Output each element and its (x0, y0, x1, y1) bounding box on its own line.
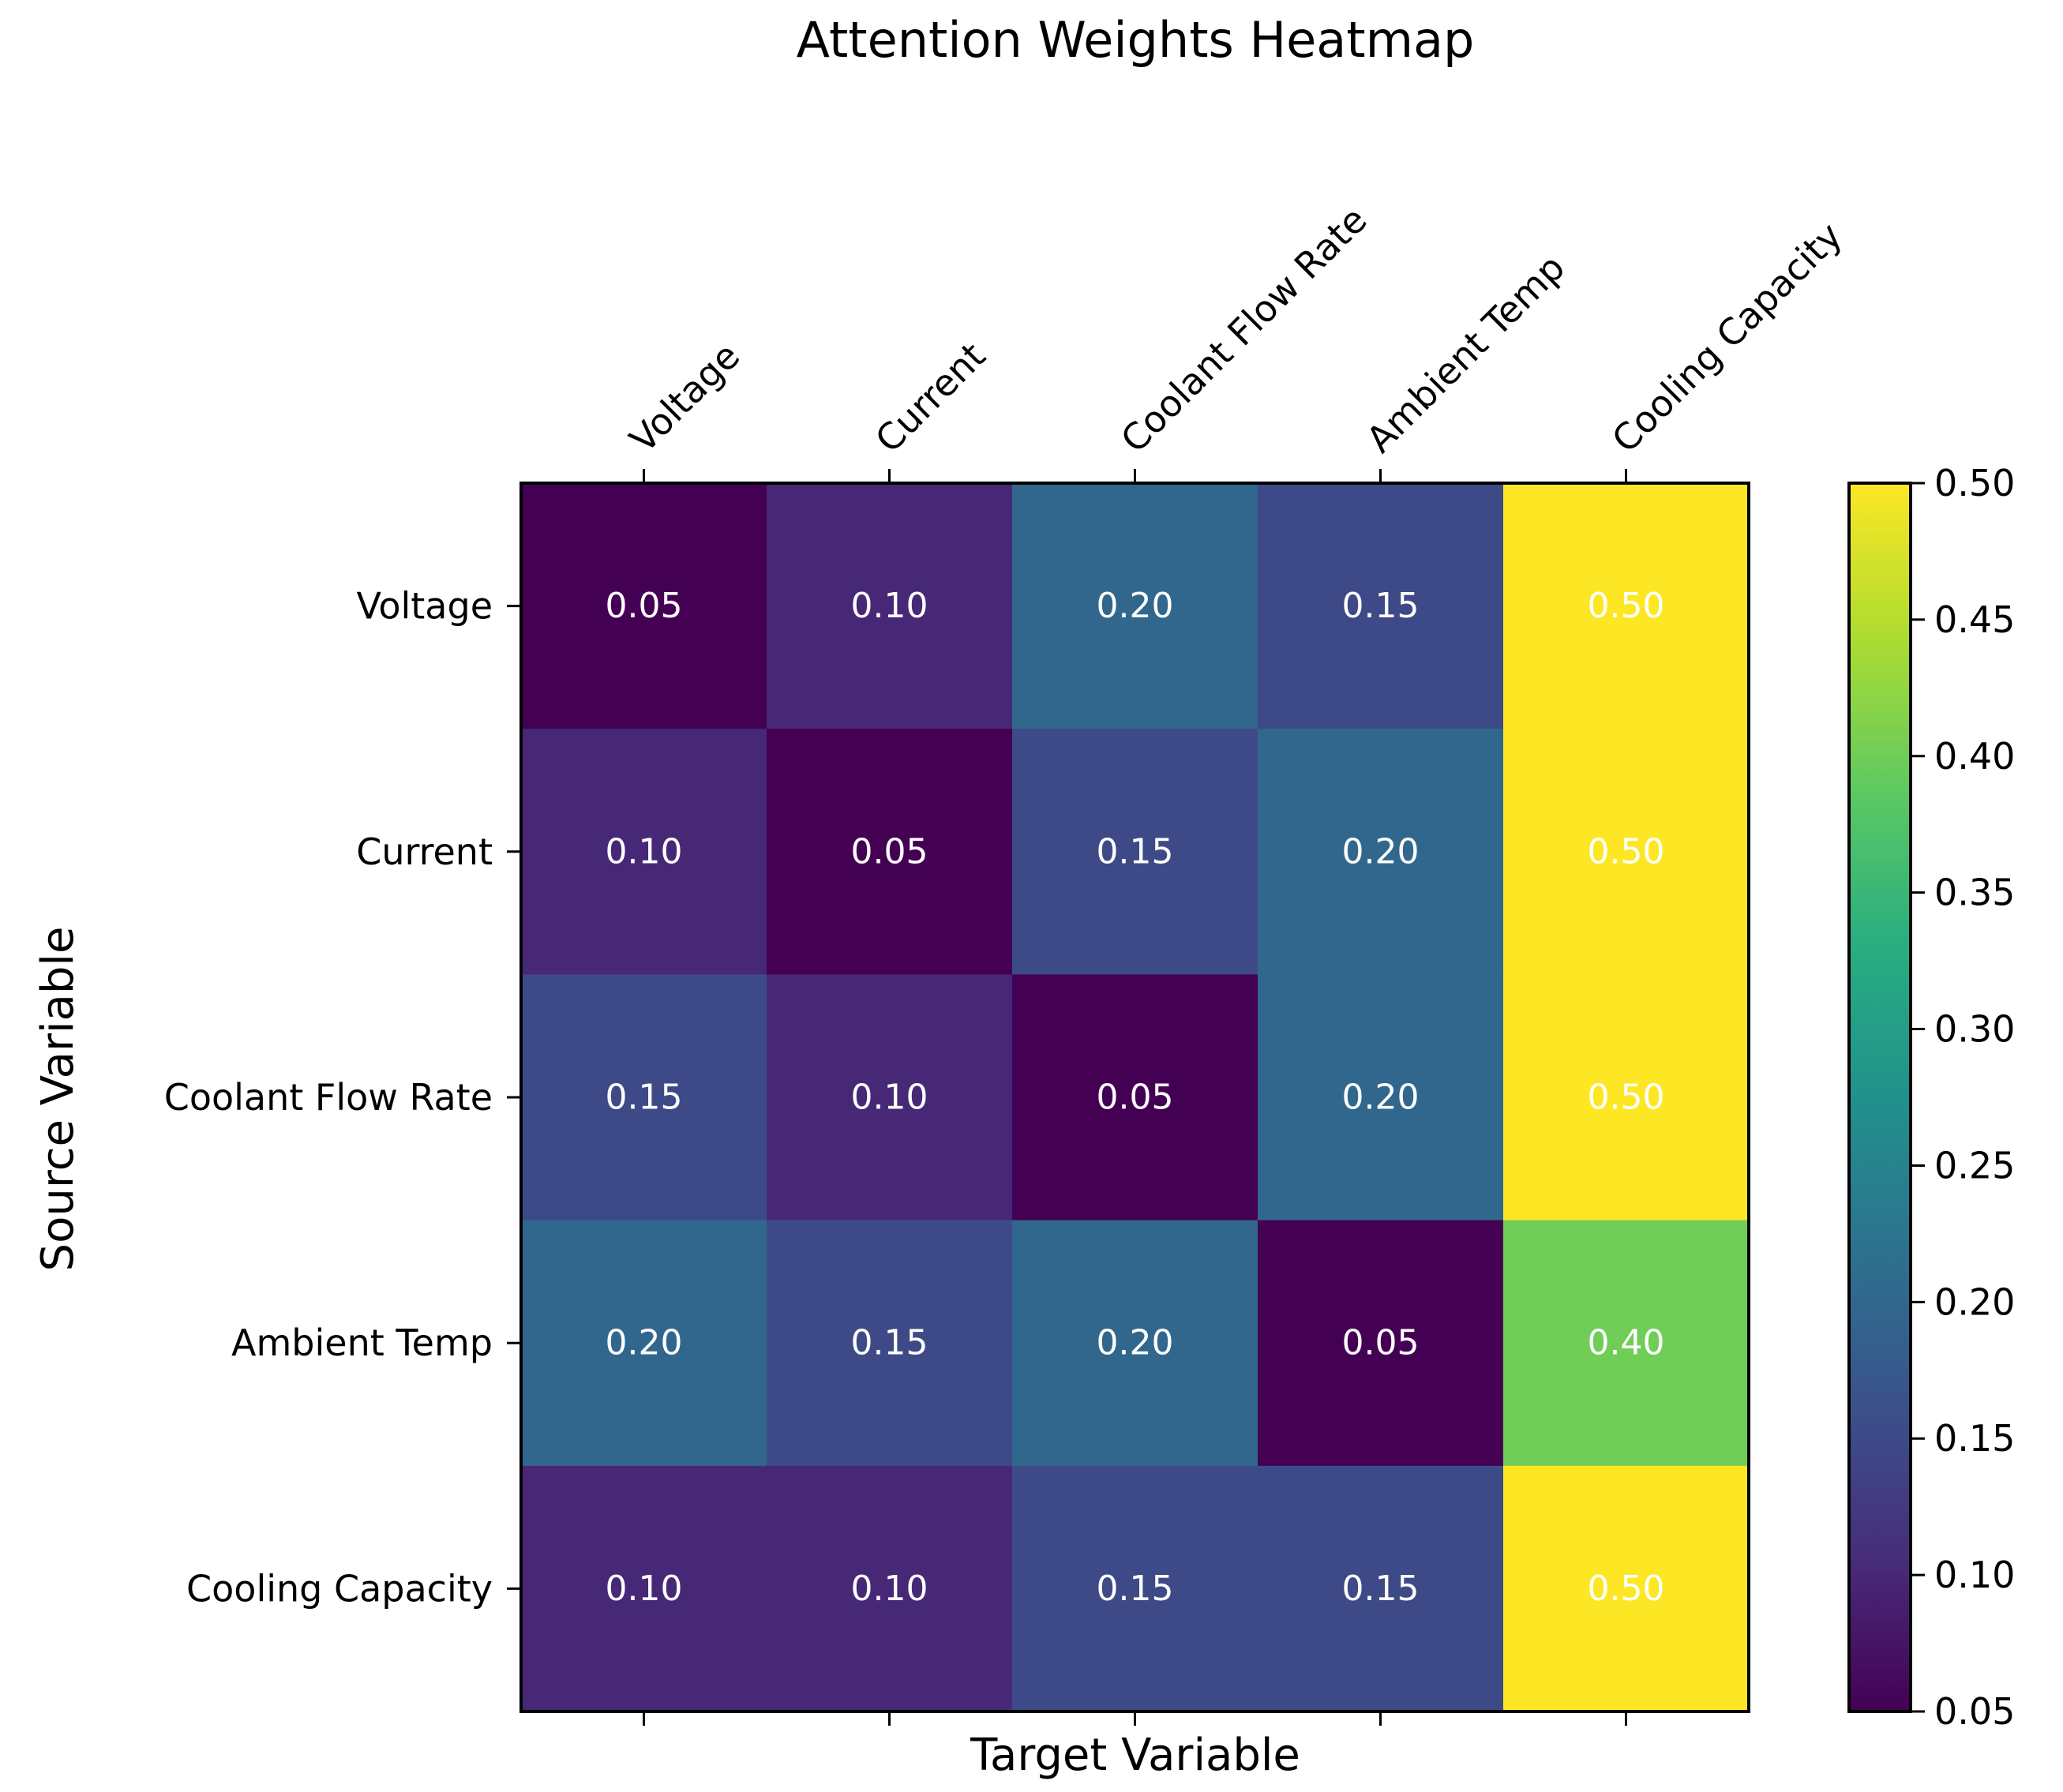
colorbar-tick-label: 0.35 (1934, 872, 2015, 914)
cell-value-label: 0.15 (1342, 586, 1420, 626)
heatmap-cell (1503, 1465, 1750, 1712)
heatmap-cell (1012, 1465, 1258, 1712)
colorbar-tick-label: 0.30 (1934, 1008, 2015, 1051)
heatmap-cell (1258, 974, 1504, 1221)
x-tick-label: Voltage (621, 335, 748, 461)
heatmap-cell (1258, 1220, 1504, 1467)
heatmap-value-labels: 0.05 0.10 0.20 0.15 0.50 0.10 0.05 0.15 0.20 0.50… (606, 586, 1665, 1609)
x-axis-label: Target Variable (970, 1730, 1300, 1781)
heatmap-cell (767, 1220, 1013, 1467)
heatmap-cell (1503, 1220, 1750, 1467)
cell-value-label: 0.50 (1588, 1078, 1665, 1118)
y-axis-ticks: Voltage Current Coolant Flow Rate Ambient T… (164, 585, 521, 1610)
colorbar (1847, 482, 1912, 1713)
cell-value-label: 0.10 (606, 831, 683, 872)
colorbar-tick-label: 0.05 (1934, 1690, 2015, 1733)
cell-value-label: 0.50 (1588, 1569, 1665, 1609)
heatmap-cell (1258, 729, 1504, 975)
chart-title: Attention Weights Heatmap (797, 11, 1475, 69)
heatmap-cell (1258, 483, 1504, 729)
cell-value-label: 0.10 (851, 586, 928, 626)
cell-value-label: 0.50 (1588, 831, 1665, 872)
heatmap-cell (767, 1465, 1013, 1712)
cell-value-label: 0.15 (1342, 1569, 1420, 1609)
cell-value-label: 0.05 (1342, 1323, 1420, 1363)
heatmap-cell (1503, 483, 1750, 729)
x-tick-label: Coolant Flow Rate (1112, 198, 1375, 461)
cell-value-label: 0.15 (1097, 1569, 1174, 1609)
heatmap-cell (1503, 974, 1750, 1221)
heatmap-cell (1258, 1465, 1504, 1712)
cell-value-label: 0.15 (1097, 831, 1174, 872)
x-tick-label: Current (867, 334, 993, 460)
cell-value-label: 0.40 (1588, 1323, 1665, 1363)
y-tick-label: Ambient Temp (231, 1322, 493, 1364)
cell-value-label: 0.05 (1097, 1078, 1174, 1118)
heatmap-cell (767, 974, 1013, 1221)
y-axis-label: Source Variable (32, 927, 84, 1272)
cell-value-label: 0.10 (606, 1569, 683, 1609)
colorbar-tick-label: 0.40 (1934, 735, 2015, 778)
heatmap-cell (1012, 974, 1258, 1221)
colorbar-tick-label: 0.45 (1934, 598, 2015, 641)
colorbar-tick-label: 0.10 (1934, 1554, 2015, 1596)
y-tick-label: Voltage (356, 585, 493, 628)
colorbar-tick-label: 0.15 (1934, 1417, 2015, 1460)
heatmap-cell (1012, 483, 1258, 729)
colorbar-tick-label: 0.25 (1934, 1144, 2015, 1187)
x-tick-label: Ambient Temp (1358, 246, 1573, 461)
cell-value-label: 0.20 (606, 1323, 683, 1363)
cell-value-label: 0.50 (1588, 586, 1665, 626)
cell-value-label: 0.10 (851, 1569, 928, 1609)
cell-value-label: 0.05 (851, 831, 928, 872)
heatmap-cell (521, 483, 767, 729)
y-tick-label: Coolant Flow Rate (164, 1076, 493, 1119)
heatmap-cell (521, 1465, 767, 1712)
cell-value-label: 0.10 (851, 1078, 928, 1118)
x-tick-label: Cooling Capacity (1604, 214, 1851, 461)
heatmap-cell (521, 729, 767, 975)
heatmap-cells (521, 483, 1750, 1712)
heatmap-cell (1012, 1220, 1258, 1467)
cell-value-label: 0.15 (606, 1078, 683, 1118)
colorbar-tick-label: 0.50 (1934, 462, 2015, 504)
cell-value-label: 0.20 (1097, 586, 1174, 626)
cell-value-label: 0.15 (851, 1323, 928, 1363)
cell-value-label: 0.20 (1097, 1323, 1174, 1363)
y-tick-label: Cooling Capacity (186, 1567, 493, 1610)
heatmap-cell (767, 729, 1013, 975)
cell-value-label: 0.20 (1342, 831, 1420, 872)
cell-value-label: 0.05 (606, 586, 683, 626)
colorbar-tick-label: 0.20 (1934, 1280, 2015, 1323)
heatmap-cell (521, 1220, 767, 1467)
colorbar-ticks: 0.05 0.10 0.15 0.20 0.25 0.30 0.35 0.40 0.45 0.50 (1911, 462, 2015, 1733)
heatmap-cell (1012, 729, 1258, 975)
y-tick-label: Current (356, 830, 493, 873)
heatmap-cell (521, 974, 767, 1221)
cell-value-label: 0.20 (1342, 1078, 1420, 1118)
heatmap-cell (767, 483, 1013, 729)
heatmap-cell (1503, 729, 1750, 975)
